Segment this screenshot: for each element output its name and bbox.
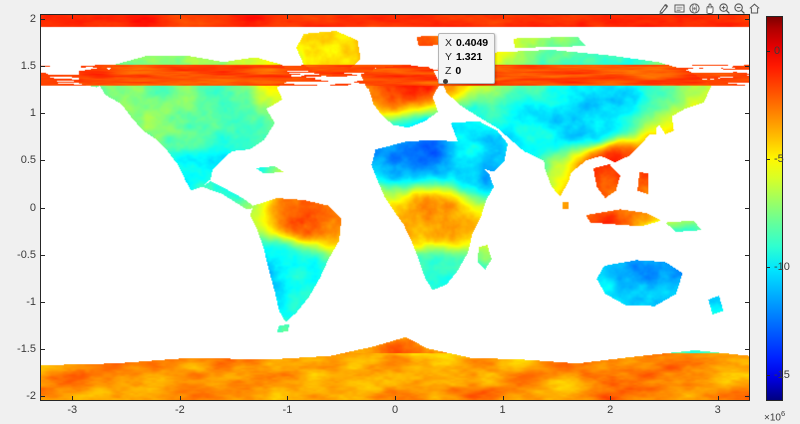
x-tick-label: 0 — [391, 404, 399, 416]
axes-toolbar[interactable] — [658, 1, 761, 15]
y-tick-mark — [40, 160, 45, 162]
y-tick-mark — [745, 349, 750, 351]
colorbar-exponent: ×106 — [764, 409, 785, 423]
pan-hand-icon[interactable] — [703, 2, 716, 15]
y-tick-label: -0.5 — [17, 248, 36, 261]
colorbar[interactable] — [766, 16, 783, 401]
colorbar-tick-label: -10 — [774, 260, 790, 273]
x-tick-mark — [287, 396, 289, 401]
datatip-icon[interactable] — [673, 2, 686, 15]
x-tick-mark — [502, 396, 504, 401]
data-tip-row-z: Z 0 — [445, 65, 488, 79]
y-tick-label: 1.5 — [20, 59, 36, 72]
y-tick-mark — [745, 301, 750, 303]
x-tick-mark — [610, 14, 612, 19]
x-tick-label: -1 — [282, 404, 293, 416]
y-tick-mark — [40, 18, 45, 20]
x-tick-label: 2 — [607, 404, 614, 416]
y-tick-mark — [40, 65, 45, 67]
y-tick-mark — [40, 349, 45, 351]
y-tick-mark — [40, 207, 45, 209]
data-tip-y-value: 1.321 — [456, 50, 483, 63]
colorbar-tick-mark — [766, 158, 770, 160]
world-map-heatmap — [41, 15, 749, 400]
y-tick-label: 0 — [29, 201, 36, 214]
colorbar-exponent-power: 6 — [780, 409, 786, 418]
map-axes[interactable] — [40, 14, 750, 401]
x-tick-label: 3 — [714, 404, 721, 416]
y-tick-mark — [40, 113, 45, 115]
x-tick-mark — [72, 14, 74, 19]
y-tick-mark — [745, 207, 750, 209]
colorbar-tick-label: 0 — [774, 44, 781, 57]
y-tick-mark — [745, 65, 750, 67]
data-tip[interactable]: X 0.4049 Y 1.321 Z 0 — [438, 33, 496, 84]
zoom-in-icon[interactable] — [718, 2, 731, 15]
x-tick-mark — [287, 14, 289, 19]
y-tick-label: 2 — [29, 12, 36, 25]
x-tick-label: -2 — [174, 404, 185, 416]
restore-view-icon[interactable] — [748, 2, 761, 15]
x-tick-mark — [395, 14, 396, 19]
data-tip-x-value: 0.4049 — [456, 37, 489, 49]
y-tick-mark — [745, 396, 750, 398]
x-tick-mark — [717, 396, 719, 401]
y-tick-mark — [40, 301, 45, 303]
export-icon[interactable] — [658, 2, 671, 15]
x-tick-label: 1 — [499, 404, 506, 416]
y-tick-mark — [40, 254, 45, 256]
colorbar-tick-mark — [766, 375, 770, 377]
data-tip-y-key: Y — [445, 50, 453, 63]
y-tick-mark — [40, 396, 45, 398]
colorbar-tick-mark — [766, 266, 770, 268]
colorbar-exponent-mantissa: ×10 — [764, 412, 781, 424]
x-tick-mark — [717, 14, 719, 19]
y-tick-label: 0.5 — [20, 154, 36, 167]
y-tick-mark — [745, 113, 750, 115]
x-tick-mark — [502, 14, 504, 19]
x-tick-label: -3 — [67, 404, 78, 416]
colorbar-tick-label: -15 — [774, 369, 790, 382]
colorbar-tick-label: -5 — [774, 152, 784, 165]
data-tip-row-y: Y 1.321 — [445, 51, 488, 65]
y-tick-label: -1 — [26, 295, 36, 308]
x-tick-mark — [179, 396, 181, 401]
data-tip-z-key: Z — [445, 64, 452, 77]
y-tick-label: -1.5 — [17, 343, 36, 356]
y-tick-mark — [745, 254, 750, 256]
y-tick-mark — [745, 18, 750, 20]
data-tip-marker[interactable] — [443, 79, 448, 84]
rotate-icon[interactable] — [688, 2, 701, 15]
colorbar-tick-mark — [766, 50, 770, 52]
y-tick-label: 1 — [29, 107, 36, 120]
y-tick-label: -2 — [26, 390, 36, 403]
y-tick-mark — [745, 160, 750, 162]
data-tip-x-key: X — [445, 37, 453, 49]
data-tip-z-value: 0 — [455, 64, 462, 77]
x-tick-mark — [72, 396, 74, 401]
data-tip-row-x: X 0.4049 — [445, 37, 488, 51]
x-tick-mark — [610, 396, 612, 401]
x-tick-mark — [395, 396, 396, 401]
zoom-out-icon[interactable] — [733, 2, 746, 15]
x-tick-mark — [179, 14, 181, 19]
